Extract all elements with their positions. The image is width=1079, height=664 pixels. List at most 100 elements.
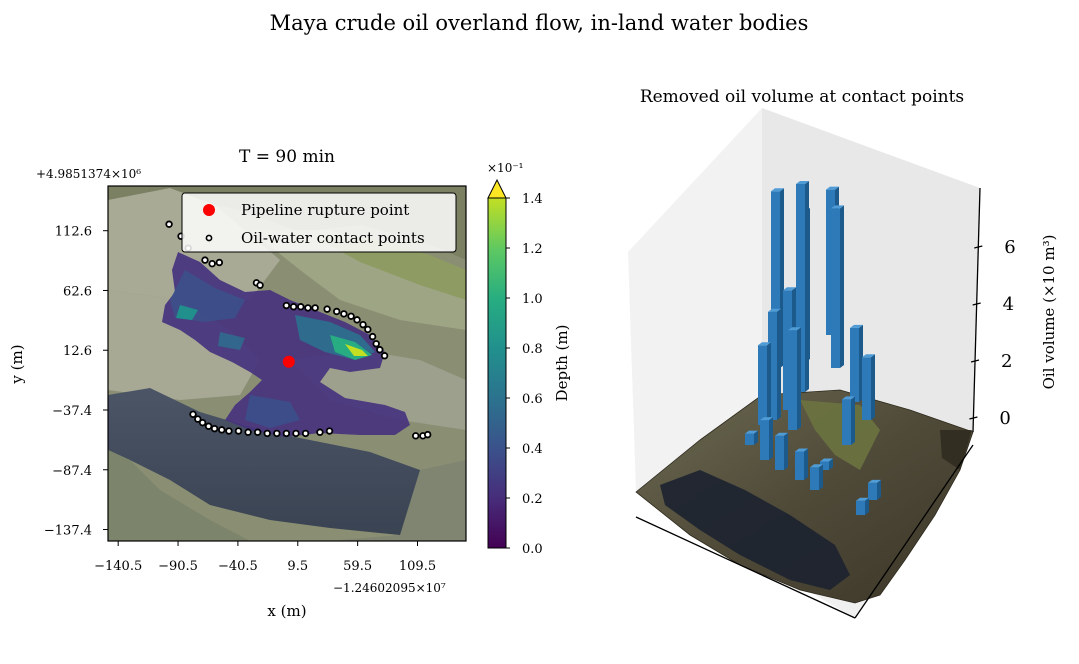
map-y-tick-label: 62.6 bbox=[63, 284, 92, 299]
volume-bar bbox=[831, 208, 840, 368]
contact-point bbox=[301, 429, 310, 438]
volume-bar bbox=[868, 482, 877, 500]
volume-bar-top bbox=[850, 324, 863, 328]
colorbar-extend-arrow bbox=[487, 178, 507, 199]
colorbar-multiplier: ×10⁻¹ bbox=[487, 161, 523, 175]
colorbar-tick-label: 0.8 bbox=[522, 342, 543, 357]
contact-point bbox=[380, 352, 389, 360]
contact-point bbox=[189, 410, 197, 418]
volume-bar-top bbox=[820, 458, 833, 462]
map-axes-frame bbox=[107, 185, 467, 542]
contact-point bbox=[282, 301, 291, 310]
contact-point bbox=[376, 346, 384, 354]
volume-bar bbox=[760, 420, 769, 460]
volume-bar-top bbox=[868, 479, 881, 483]
bar3d-title: Removed oil volume at contact points bbox=[640, 87, 964, 107]
volume-bar-top bbox=[862, 354, 875, 358]
colorbar-tick-label: 1.0 bbox=[522, 292, 543, 307]
volume-bar-top bbox=[795, 448, 808, 452]
volume-bar-side bbox=[865, 497, 869, 515]
volume-bar-side bbox=[797, 327, 801, 430]
contact-point bbox=[368, 332, 377, 341]
colorbar-tick-label: 1.4 bbox=[522, 192, 543, 207]
volume-bar-side bbox=[871, 354, 875, 420]
map-x-tick-label: 59.5 bbox=[343, 559, 372, 574]
colorbar-tick-label: 1.2 bbox=[522, 242, 543, 257]
contact-point bbox=[359, 320, 367, 329]
contact-point bbox=[215, 258, 224, 267]
colorbar-tick-label: 0.4 bbox=[522, 442, 543, 457]
contact-point bbox=[256, 281, 264, 289]
y-offset-label: +4.9851374×10⁶ bbox=[36, 167, 141, 181]
z-tick-label: 2 bbox=[1001, 351, 1012, 372]
volume-bar bbox=[810, 467, 819, 490]
volume-bar-top bbox=[758, 342, 771, 346]
legend-rupture-label: Pipeline rupture point bbox=[241, 201, 409, 219]
volume-bar-top bbox=[831, 205, 844, 209]
pane-back-left bbox=[628, 108, 762, 492]
contact-point bbox=[282, 429, 291, 438]
contact-point bbox=[297, 303, 305, 311]
contact-points-layer bbox=[165, 220, 432, 440]
map-legend: Pipeline rupture point Oil-water contact… bbox=[181, 192, 457, 253]
volume-bar bbox=[856, 500, 865, 515]
terrain-grass bbox=[800, 400, 880, 470]
terrain-ridge bbox=[940, 430, 972, 470]
volume-bar-side bbox=[754, 430, 758, 445]
bar3d-panel: Removed oil volume at contact points 0 2 4… bbox=[628, 87, 1058, 619]
map-y-tick-label: −87.4 bbox=[52, 464, 92, 479]
contact-point bbox=[423, 430, 432, 439]
volume-bar-top bbox=[768, 308, 781, 312]
terrain-lake bbox=[660, 470, 850, 590]
z-axis-ticks: 0 2 4 6 bbox=[969, 237, 1016, 429]
volume-bar-top bbox=[796, 180, 809, 184]
volume-bar-top bbox=[745, 430, 758, 434]
legend-contact-marker bbox=[205, 234, 213, 242]
pane-back-right bbox=[762, 108, 980, 432]
contact-point bbox=[325, 427, 334, 435]
map-panel: T = 90 min +4.9851374×10⁶ −140. bbox=[8, 147, 467, 620]
floor-right-edge bbox=[854, 444, 974, 619]
volume-bar-side bbox=[784, 432, 788, 470]
volume-bar-side bbox=[819, 464, 823, 490]
volume-bar bbox=[862, 357, 871, 420]
volume-bar-side bbox=[805, 180, 809, 392]
volume-bar-top bbox=[775, 432, 788, 436]
contact-point bbox=[323, 305, 331, 313]
contact-point bbox=[304, 304, 312, 312]
contact-point bbox=[292, 429, 300, 438]
contact-point bbox=[372, 340, 380, 348]
volume-bar-side bbox=[767, 342, 771, 425]
volume-bar-top bbox=[856, 497, 869, 501]
map-y-tick-label: 12.6 bbox=[63, 344, 92, 359]
colorbar-label: Depth (m) bbox=[553, 325, 571, 402]
contact-point bbox=[340, 310, 348, 318]
contact-point bbox=[225, 427, 233, 435]
map-x-tick-label: −40.5 bbox=[218, 559, 258, 574]
map-x-tick-label: 9.5 bbox=[287, 559, 308, 574]
z-tick-mark bbox=[974, 245, 983, 249]
contact-point bbox=[316, 428, 324, 436]
colorbar-gradient bbox=[487, 197, 507, 549]
contact-point bbox=[234, 427, 243, 435]
volume-bar bbox=[788, 330, 797, 430]
volume-bar-top bbox=[788, 327, 801, 331]
colorbar-tick-label: 0.6 bbox=[522, 392, 543, 407]
map-x-tick-label: 109.5 bbox=[399, 559, 436, 574]
volume-bar bbox=[775, 435, 784, 470]
legend-rupture-marker bbox=[203, 204, 215, 216]
z-tick-label: 6 bbox=[1004, 237, 1015, 258]
legend-contact-label: Oil-water contact points bbox=[241, 229, 425, 247]
map-y-tick-label: −37.4 bbox=[52, 404, 92, 419]
z-tick-mark bbox=[970, 359, 980, 363]
contact-point bbox=[208, 259, 216, 268]
x-offset-label: −1.24602095×10⁷ bbox=[333, 581, 446, 595]
colorbar: ×10⁻¹ 0.0 0.2 0.4 0.6 0.8 1.0 1.2 1.4 Depth (m) bbox=[487, 161, 571, 557]
map-x-ticks: −140.5 −90.5 −40.5 9.5 59.5 109.5 bbox=[94, 541, 436, 574]
volume-bar-side bbox=[840, 205, 844, 368]
volume-bar-top bbox=[771, 188, 784, 192]
contact-point bbox=[165, 220, 173, 228]
volume-bar-side bbox=[829, 458, 833, 470]
map-x-axis-label: x (m) bbox=[267, 602, 306, 620]
legend-frame bbox=[181, 192, 457, 253]
